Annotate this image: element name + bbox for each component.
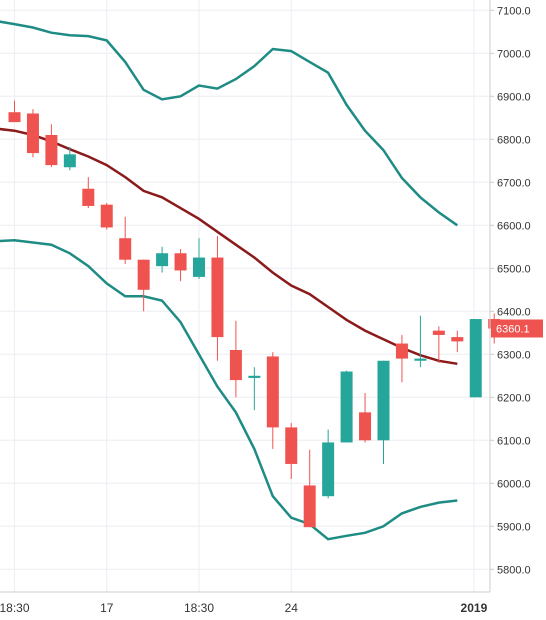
candle xyxy=(303,449,316,528)
y-tick-label: 6600.0 xyxy=(497,220,531,232)
y-tick-label: 6000.0 xyxy=(497,478,531,490)
y-tick-label: 6400.0 xyxy=(497,306,531,318)
y-tick-label: 6200.0 xyxy=(497,392,531,404)
candle xyxy=(45,124,58,168)
candle-body xyxy=(156,253,169,267)
bollinger-bands xyxy=(0,20,459,541)
candle-body xyxy=(359,412,372,441)
x-tick-labels: 18:30 17 18:30 24 2019 xyxy=(0,601,488,615)
candle xyxy=(414,315,427,368)
candle-body xyxy=(137,259,150,290)
candle-body xyxy=(451,337,464,342)
candle-body xyxy=(100,204,113,228)
candle xyxy=(211,236,224,361)
candles xyxy=(8,100,501,528)
y-tick-label: 6300.0 xyxy=(497,349,531,361)
candle-body xyxy=(248,375,261,378)
candle-body xyxy=(285,427,298,464)
y-tick-label: 5900.0 xyxy=(497,521,531,533)
candle-body xyxy=(377,360,390,441)
x-tick-label: 24 xyxy=(285,601,299,615)
candle xyxy=(322,429,335,499)
candle xyxy=(174,248,187,282)
candle xyxy=(229,320,242,398)
candle-body xyxy=(395,343,408,359)
candle-body xyxy=(174,253,187,271)
candle xyxy=(432,326,445,363)
candle-body xyxy=(322,442,335,497)
y-tick-label: 5800.0 xyxy=(497,564,531,576)
lower-band-line xyxy=(0,239,458,541)
candle xyxy=(137,259,150,312)
candle-body xyxy=(63,154,76,168)
candle-body xyxy=(82,188,95,206)
y-tick-label: 6100.0 xyxy=(497,435,531,447)
candle-body xyxy=(211,257,224,338)
candle xyxy=(100,202,113,230)
candle xyxy=(395,334,408,383)
candle xyxy=(82,177,95,209)
candle xyxy=(469,319,482,398)
grid-lines xyxy=(0,0,490,592)
candle xyxy=(340,370,353,443)
y-tick-label: 6800.0 xyxy=(497,134,531,146)
candle xyxy=(359,393,372,443)
candle-body xyxy=(119,238,132,260)
basis-line xyxy=(0,127,458,366)
candle xyxy=(119,216,132,264)
candle-body xyxy=(469,319,482,398)
candle-body xyxy=(414,358,427,361)
last-price-label: 6360.1 xyxy=(496,324,530,336)
candle xyxy=(193,238,205,280)
x-tick-label: 18:30 xyxy=(184,601,214,615)
y-tick-labels: 5800.0 5900.0 6000.0 6100.0 6200.0 6300.0 6400… xyxy=(490,5,531,576)
y-tick-label: 7000.0 xyxy=(497,48,531,60)
axes: 5800.0 5900.0 6000.0 6100.0 6200.0 6300.0 6400… xyxy=(0,0,531,615)
candle xyxy=(248,367,261,411)
candle xyxy=(26,109,39,158)
candle xyxy=(451,330,464,353)
candle-body xyxy=(193,257,205,277)
candle-body xyxy=(229,350,242,381)
candle-body xyxy=(340,371,353,443)
candle-body xyxy=(303,485,316,528)
x-tick-label: 17 xyxy=(100,601,114,615)
y-tick-label: 6500.0 xyxy=(497,263,531,275)
candle-body xyxy=(266,356,279,428)
candle xyxy=(266,352,279,449)
x-tick-label: 2019 xyxy=(461,601,488,615)
y-tick-label: 7100.0 xyxy=(497,5,531,17)
candle-body xyxy=(432,330,445,335)
candle-body xyxy=(26,113,39,154)
candle-body xyxy=(45,135,58,166)
candle-body xyxy=(8,112,21,123)
candle xyxy=(377,360,390,464)
candle xyxy=(8,100,21,123)
last-price-tag: 6360.1 xyxy=(491,319,543,338)
last-price-tag-background xyxy=(491,319,543,338)
upper-band-line xyxy=(0,20,459,227)
candle xyxy=(285,423,298,479)
y-tick-label: 6700.0 xyxy=(497,177,531,189)
candle xyxy=(156,246,169,273)
y-tick-label: 6900.0 xyxy=(497,91,531,103)
candle xyxy=(63,147,76,171)
x-tick-label: 18:30 xyxy=(0,601,30,615)
